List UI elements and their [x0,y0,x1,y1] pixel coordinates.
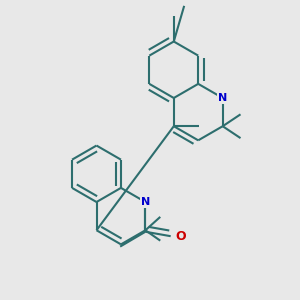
Text: N: N [218,93,227,103]
Text: O: O [175,230,186,243]
Text: N: N [141,197,150,207]
